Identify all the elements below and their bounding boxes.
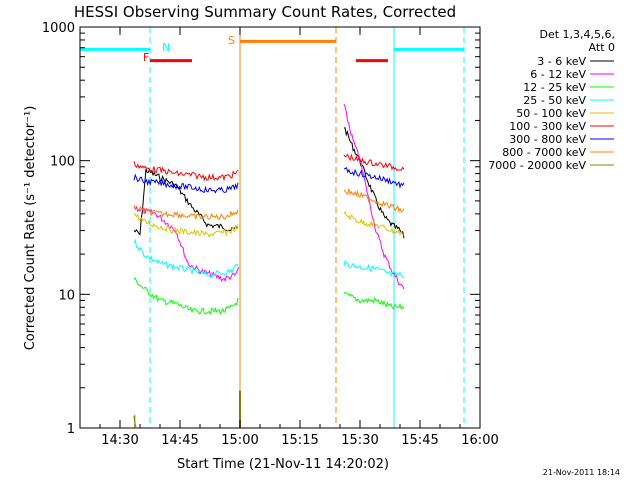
x-tick-label-6: 16:00 (461, 433, 498, 448)
plot-frame (79, 26, 481, 429)
series-line-4-seg2 (343, 211, 405, 237)
series-line-3-seg2 (343, 259, 405, 278)
series-line-7-seg1 (133, 204, 239, 221)
series-line-1-seg2 (343, 104, 405, 290)
legend-header-0: Det 1,3,4,5,6, (539, 28, 615, 41)
series-line-4-seg1 (133, 212, 239, 238)
legend-label-5: 100 - 300 keV (509, 120, 586, 133)
y-tick-label-0: 1 (67, 422, 75, 437)
x-tick-label-1: 14:45 (161, 433, 198, 448)
annotation-n: N (162, 41, 170, 54)
series-line-2-seg2 (343, 291, 405, 311)
series-line-5-seg2 (343, 153, 405, 171)
legend-header-1: Att 0 (589, 41, 615, 54)
x-tick-label-2: 15:00 (221, 433, 258, 448)
x-tick-label-0: 14:30 (101, 433, 138, 448)
x-tick-label-4: 15:30 (341, 433, 378, 448)
series-line-1-seg1 (133, 205, 240, 283)
x-axis-label: Start Time (21-Nov-11 14:20:02) (177, 457, 389, 472)
footer-date: 21-Nov-2011 18:14 (543, 468, 620, 477)
annotation-s: S (228, 34, 235, 47)
chart-title: HESSI Observing Summary Count Rates, Cor… (74, 3, 456, 21)
y-tick-label-3: 1000 (42, 21, 75, 36)
series-line-3-seg1 (133, 238, 239, 279)
legend-label-6: 300 - 800 keV (509, 133, 586, 146)
legend-label-3: 25 - 50 keV (523, 94, 586, 107)
y-tick-label-2: 100 (50, 155, 75, 170)
y-tick-label-1: 10 (58, 288, 75, 303)
series-line-6-seg1 (133, 173, 239, 194)
legend-label-2: 12 - 25 keV (523, 81, 586, 94)
legend-label-4: 50 - 100 keV (516, 107, 586, 120)
series-line-6-seg2 (343, 166, 405, 189)
x-tick-label-5: 15:45 (401, 433, 438, 448)
legend-label-0: 3 - 6 keV (537, 55, 586, 68)
series-line-5-seg1 (133, 161, 239, 182)
series-line-0-seg1 (133, 168, 239, 236)
series-line-2-seg1 (133, 277, 239, 315)
x-tick-label-3: 15:15 (281, 433, 318, 448)
series-line-0-seg2 (343, 127, 405, 239)
legend-label-7: 800 - 7000 keV (502, 146, 586, 159)
annotation-f: F (143, 51, 149, 64)
series-line-7-seg2 (343, 187, 405, 213)
legend-label-8: 7000 - 20000 keV (488, 159, 586, 172)
y-axis-label: Corrected Count Rate (s⁻¹ detector⁻¹) (23, 106, 38, 351)
legend-label-1: 6 - 12 keV (530, 68, 586, 81)
